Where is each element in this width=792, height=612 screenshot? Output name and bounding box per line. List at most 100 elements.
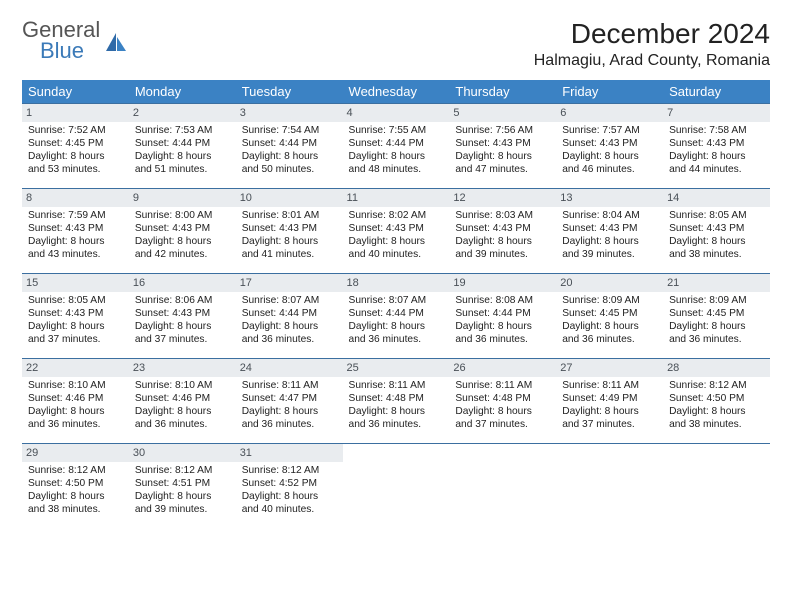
sunrise-text: Sunrise: 8:11 AM <box>562 379 657 392</box>
dayname-fri: Friday <box>556 80 663 104</box>
sunrise-text: Sunrise: 8:12 AM <box>669 379 764 392</box>
location-text: Halmagiu, Arad County, Romania <box>534 52 770 70</box>
sunrise-text: Sunrise: 8:07 AM <box>349 294 444 307</box>
daylight-text-2: and 36 minutes. <box>455 333 550 346</box>
day-number: 20 <box>556 274 663 292</box>
sunrise-text: Sunrise: 8:08 AM <box>455 294 550 307</box>
day-number: 14 <box>663 189 770 207</box>
calendar-day-cell <box>663 444 770 529</box>
daylight-text-2: and 37 minutes. <box>135 333 230 346</box>
dayname-row: Sunday Monday Tuesday Wednesday Thursday… <box>22 80 770 104</box>
daylight-text-2: and 36 minutes. <box>349 333 444 346</box>
daylight-text-2: and 36 minutes. <box>28 418 123 431</box>
sunrise-text: Sunrise: 8:12 AM <box>242 464 337 477</box>
daylight-text-1: Daylight: 8 hours <box>669 235 764 248</box>
sunset-text: Sunset: 4:45 PM <box>562 307 657 320</box>
calendar-day-cell: 15Sunrise: 8:05 AMSunset: 4:43 PMDayligh… <box>22 274 129 359</box>
daylight-text-1: Daylight: 8 hours <box>28 150 123 163</box>
sunrise-text: Sunrise: 8:07 AM <box>242 294 337 307</box>
sunrise-text: Sunrise: 7:56 AM <box>455 124 550 137</box>
calendar-day-cell: 8Sunrise: 7:59 AMSunset: 4:43 PMDaylight… <box>22 189 129 274</box>
sunrise-text: Sunrise: 8:01 AM <box>242 209 337 222</box>
sunset-text: Sunset: 4:43 PM <box>135 222 230 235</box>
calendar-day-cell: 10Sunrise: 8:01 AMSunset: 4:43 PMDayligh… <box>236 189 343 274</box>
daylight-text-1: Daylight: 8 hours <box>242 405 337 418</box>
sunrise-text: Sunrise: 8:05 AM <box>669 209 764 222</box>
calendar-table: Sunday Monday Tuesday Wednesday Thursday… <box>22 80 770 528</box>
daylight-text-2: and 37 minutes. <box>28 333 123 346</box>
daylight-text-1: Daylight: 8 hours <box>562 235 657 248</box>
sunrise-text: Sunrise: 8:10 AM <box>28 379 123 392</box>
sunrise-text: Sunrise: 8:11 AM <box>349 379 444 392</box>
title-block: December 2024 Halmagiu, Arad County, Rom… <box>534 18 770 70</box>
day-number: 4 <box>343 104 450 122</box>
sunset-text: Sunset: 4:43 PM <box>28 307 123 320</box>
calendar-week-row: 29Sunrise: 8:12 AMSunset: 4:50 PMDayligh… <box>22 444 770 529</box>
calendar-day-cell: 21Sunrise: 8:09 AMSunset: 4:45 PMDayligh… <box>663 274 770 359</box>
calendar-week-row: 15Sunrise: 8:05 AMSunset: 4:43 PMDayligh… <box>22 274 770 359</box>
calendar-day-cell: 20Sunrise: 8:09 AMSunset: 4:45 PMDayligh… <box>556 274 663 359</box>
day-number: 27 <box>556 359 663 377</box>
day-number: 10 <box>236 189 343 207</box>
sunset-text: Sunset: 4:44 PM <box>455 307 550 320</box>
daylight-text-2: and 39 minutes. <box>135 503 230 516</box>
daylight-text-2: and 40 minutes. <box>349 248 444 261</box>
calendar-day-cell <box>556 444 663 529</box>
calendar-day-cell: 11Sunrise: 8:02 AMSunset: 4:43 PMDayligh… <box>343 189 450 274</box>
calendar-day-cell: 28Sunrise: 8:12 AMSunset: 4:50 PMDayligh… <box>663 359 770 444</box>
daylight-text-2: and 43 minutes. <box>28 248 123 261</box>
sunset-text: Sunset: 4:51 PM <box>135 477 230 490</box>
calendar-day-cell: 7Sunrise: 7:58 AMSunset: 4:43 PMDaylight… <box>663 104 770 189</box>
sunset-text: Sunset: 4:50 PM <box>28 477 123 490</box>
day-number: 30 <box>129 444 236 462</box>
sunrise-text: Sunrise: 7:59 AM <box>28 209 123 222</box>
daylight-text-1: Daylight: 8 hours <box>455 235 550 248</box>
sunset-text: Sunset: 4:45 PM <box>669 307 764 320</box>
sunrise-text: Sunrise: 7:55 AM <box>349 124 444 137</box>
sunset-text: Sunset: 4:43 PM <box>349 222 444 235</box>
calendar-day-cell: 22Sunrise: 8:10 AMSunset: 4:46 PMDayligh… <box>22 359 129 444</box>
day-number: 6 <box>556 104 663 122</box>
daylight-text-1: Daylight: 8 hours <box>242 150 337 163</box>
daylight-text-1: Daylight: 8 hours <box>349 405 444 418</box>
daylight-text-1: Daylight: 8 hours <box>562 320 657 333</box>
sunset-text: Sunset: 4:48 PM <box>455 392 550 405</box>
daylight-text-1: Daylight: 8 hours <box>455 150 550 163</box>
daylight-text-2: and 37 minutes. <box>562 418 657 431</box>
sunrise-text: Sunrise: 8:09 AM <box>669 294 764 307</box>
daylight-text-2: and 40 minutes. <box>242 503 337 516</box>
sunrise-text: Sunrise: 8:12 AM <box>28 464 123 477</box>
day-number: 24 <box>236 359 343 377</box>
sunset-text: Sunset: 4:46 PM <box>135 392 230 405</box>
sunset-text: Sunset: 4:43 PM <box>455 222 550 235</box>
daylight-text-1: Daylight: 8 hours <box>562 150 657 163</box>
brand-blue: Blue <box>40 39 100 62</box>
sunrise-text: Sunrise: 7:53 AM <box>135 124 230 137</box>
daylight-text-2: and 38 minutes. <box>669 248 764 261</box>
calendar-day-cell: 2Sunrise: 7:53 AMSunset: 4:44 PMDaylight… <box>129 104 236 189</box>
daylight-text-2: and 53 minutes. <box>28 163 123 176</box>
daylight-text-2: and 36 minutes. <box>135 418 230 431</box>
sunset-text: Sunset: 4:44 PM <box>242 307 337 320</box>
day-number: 23 <box>129 359 236 377</box>
calendar-day-cell: 24Sunrise: 8:11 AMSunset: 4:47 PMDayligh… <box>236 359 343 444</box>
daylight-text-1: Daylight: 8 hours <box>669 320 764 333</box>
calendar-day-cell: 30Sunrise: 8:12 AMSunset: 4:51 PMDayligh… <box>129 444 236 529</box>
day-number: 25 <box>343 359 450 377</box>
calendar-day-cell: 1Sunrise: 7:52 AMSunset: 4:45 PMDaylight… <box>22 104 129 189</box>
calendar-week-row: 1Sunrise: 7:52 AMSunset: 4:45 PMDaylight… <box>22 104 770 189</box>
sunset-text: Sunset: 4:43 PM <box>28 222 123 235</box>
calendar-day-cell: 25Sunrise: 8:11 AMSunset: 4:48 PMDayligh… <box>343 359 450 444</box>
day-number: 28 <box>663 359 770 377</box>
sunset-text: Sunset: 4:43 PM <box>669 222 764 235</box>
sunrise-text: Sunrise: 8:02 AM <box>349 209 444 222</box>
daylight-text-2: and 36 minutes. <box>669 333 764 346</box>
day-number: 15 <box>22 274 129 292</box>
calendar-day-cell: 26Sunrise: 8:11 AMSunset: 4:48 PMDayligh… <box>449 359 556 444</box>
daylight-text-1: Daylight: 8 hours <box>349 150 444 163</box>
day-number: 18 <box>343 274 450 292</box>
day-number: 29 <box>22 444 129 462</box>
sunset-text: Sunset: 4:43 PM <box>562 137 657 150</box>
daylight-text-2: and 44 minutes. <box>669 163 764 176</box>
calendar-day-cell: 12Sunrise: 8:03 AMSunset: 4:43 PMDayligh… <box>449 189 556 274</box>
